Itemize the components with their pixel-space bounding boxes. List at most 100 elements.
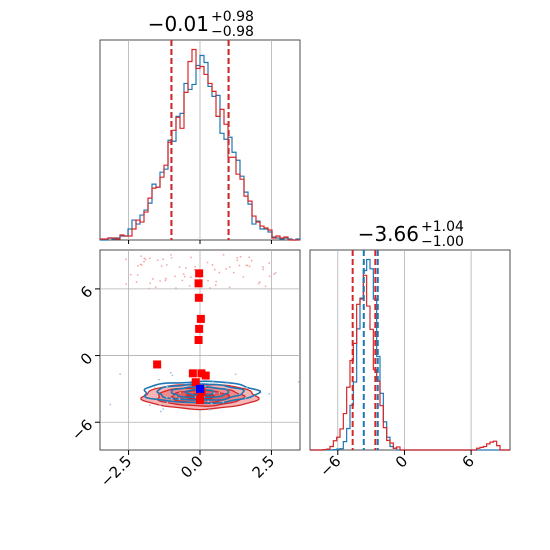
hist1-step-red [99, 48, 300, 241]
joint-faint-blue-16 [178, 398, 181, 400]
joint-marker-red-10 [191, 378, 200, 387]
joint-faint-point-7 [143, 257, 146, 260]
hist2-xtick-label-2: 6 [458, 452, 477, 471]
joint-faint-blue-8 [171, 374, 174, 377]
joint-ytick-label-1: 0 [77, 349, 96, 368]
joint-faint-blue-28 [119, 373, 122, 376]
joint-faint-point-20 [246, 264, 249, 267]
joint-faint-blue-7 [170, 397, 173, 400]
joint-faint-point-31 [162, 258, 165, 261]
joint-xtick-label-0: −2.5 [97, 452, 135, 490]
joint-faint-point-50 [245, 264, 248, 267]
joint-scatter-points [109, 253, 300, 413]
joint-faint-point-0 [125, 258, 127, 261]
joint-faint-point-49 [262, 268, 265, 271]
hist1-gridlines [128, 40, 272, 240]
joint-faint-point-69 [248, 265, 251, 268]
hist2-frame [309, 249, 511, 451]
joint-faint-blue-2 [226, 381, 229, 383]
joint-faint-point-53 [175, 287, 177, 289]
hist1-quantile-lines [170, 40, 230, 240]
joint-marker-red-4 [195, 324, 204, 333]
joint-marker-red-2 [194, 293, 203, 302]
joint-faint-blue-25 [212, 380, 214, 382]
joint-contour-blue-0 [143, 380, 262, 405]
joint-xtick-label-1: 0.0 [177, 452, 207, 482]
joint-faint-point-15 [222, 253, 225, 256]
joint-faint-point-54 [148, 257, 151, 260]
joint-faint-blue-17 [166, 401, 169, 404]
joint-faint-point-14 [213, 268, 216, 271]
hist1-step-blue [100, 54, 301, 241]
joint-faint-point-62 [165, 277, 167, 280]
joint-marker-red-12 [196, 396, 204, 404]
joint-marker-red-8 [197, 369, 206, 378]
joint-faint-point-30 [228, 266, 231, 268]
hist1-histograms [99, 48, 301, 241]
joint-faint-point-35 [183, 275, 186, 278]
joint-faint-blue-14 [165, 385, 168, 388]
joint-faint-blue-38 [218, 391, 221, 394]
joint-faint-blue-0 [109, 403, 112, 406]
joint-marker-red-1 [194, 279, 203, 288]
joint-faint-blue-33 [244, 397, 247, 399]
joint-contour-blue-1 [156, 383, 246, 401]
joint-faint-point-12 [218, 271, 221, 274]
joint-faint-point-39 [268, 262, 271, 264]
joint-faint-point-33 [140, 255, 143, 258]
joint-faint-point-13 [125, 282, 128, 285]
joint-marker-red-5 [194, 336, 203, 344]
hist1-title-sub: −0.98 [211, 24, 254, 40]
joint-faint-point-38 [215, 280, 218, 283]
hist2-histograms [310, 258, 510, 451]
joint-faint-point-61 [248, 256, 251, 259]
joint-faint-point-36 [190, 256, 192, 259]
joint-faint-point-64 [250, 259, 253, 262]
joint-faint-blue-23 [234, 373, 237, 376]
joint-faint-blue-15 [148, 404, 151, 407]
hist2-gridlines [337, 250, 472, 450]
hist2-title-sup: +1.04 [421, 219, 464, 235]
joint-faint-point-28 [264, 285, 267, 288]
joint-marker-red-3 [196, 314, 205, 323]
hist2-xtick-label-1: 0 [392, 452, 411, 471]
hist2-quantile-lines [351, 250, 379, 450]
hist1-title-sup: +0.98 [211, 9, 254, 25]
joint-faint-point-3 [239, 255, 242, 258]
joint-faint-point-45 [148, 287, 151, 290]
joint-faint-point-5 [143, 260, 145, 263]
joint-xtick-label-2: 2.5 [249, 452, 279, 482]
joint-faint-point-2 [170, 253, 172, 256]
joint-faint-blue-6 [213, 392, 215, 395]
panel-hist-param2: −3.66 +1.04 −1.00 [309, 219, 511, 451]
joint-marker-blue-0 [196, 384, 204, 393]
joint-faint-blue-4 [159, 404, 161, 407]
joint-faint-point-27 [206, 261, 209, 264]
joint-faint-point-29 [181, 279, 184, 282]
joint-faint-point-66 [154, 286, 157, 289]
joint-faint-blue-1 [238, 392, 241, 395]
joint-ytick-label-0: −6 [68, 416, 96, 444]
joint-faint-blue-3 [208, 408, 211, 411]
joint-faint-point-24 [149, 282, 151, 285]
joint-faint-point-11 [268, 275, 271, 278]
joint-faint-point-42 [262, 266, 264, 269]
joint-faint-point-21 [151, 278, 154, 280]
joint-faint-point-26 [274, 271, 277, 274]
joint-faint-point-34 [236, 259, 239, 262]
joint-faint-blue-26 [222, 401, 225, 403]
joint-faint-blue-10 [210, 402, 213, 405]
joint-faint-blue-19 [159, 410, 162, 413]
hist2-xtick-label-0: −6 [316, 452, 344, 480]
joint-faint-point-57 [136, 273, 139, 276]
joint-faint-blue-12 [170, 394, 173, 396]
joint-marker-red-0 [195, 269, 204, 278]
joint-faint-point-52 [135, 281, 138, 284]
joint-faint-blue-37 [298, 380, 300, 383]
joint-faint-point-32 [193, 268, 196, 271]
joint-faint-point-22 [189, 276, 192, 279]
joint-faint-point-19 [188, 284, 191, 287]
joint-faint-point-63 [236, 256, 239, 259]
joint-faint-point-60 [258, 281, 261, 284]
